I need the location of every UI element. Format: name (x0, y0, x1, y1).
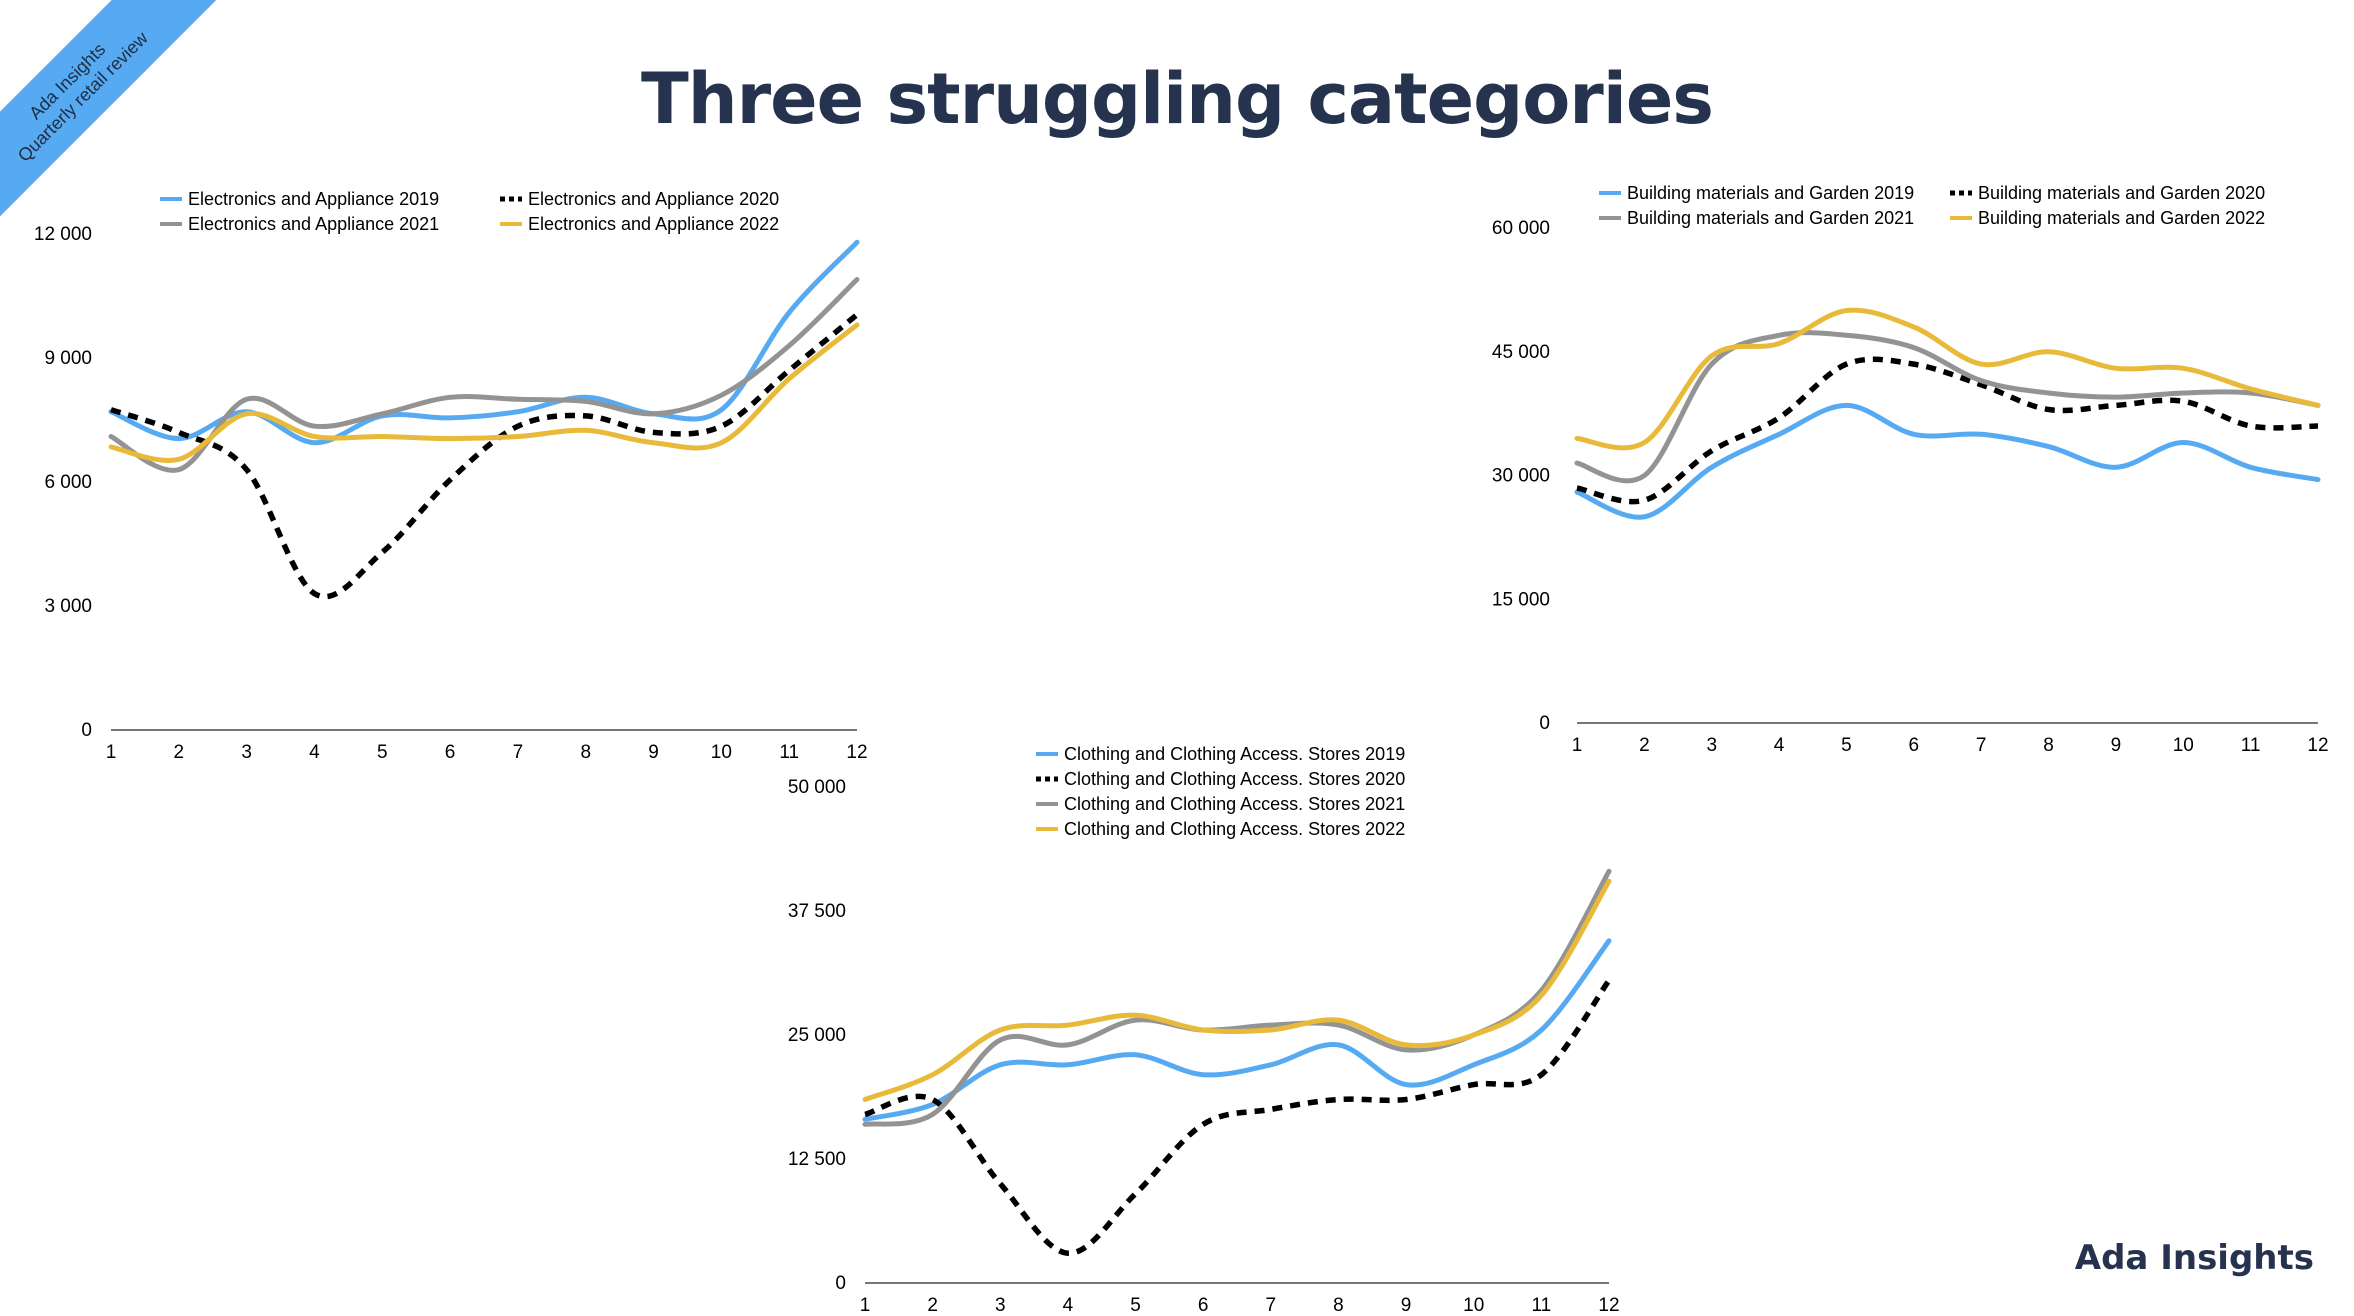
y-tick-label: 50 000 (788, 777, 846, 798)
y-tick-label: 6 000 (44, 472, 92, 493)
y-tick-label: 30 000 (1492, 466, 1550, 487)
series-line (1574, 402, 2321, 520)
x-tick-label: 2 (174, 742, 185, 763)
x-tick-label: 12 (846, 742, 867, 763)
x-tick-label: 3 (241, 742, 252, 763)
legend-label: Electronics and Appliance 2020 (528, 189, 779, 209)
x-tick-label: 4 (1774, 735, 1785, 756)
series-line (1574, 307, 2321, 451)
y-tick-label: 9 000 (44, 348, 92, 369)
series-line (108, 277, 860, 473)
x-tick-label: 8 (2043, 735, 2054, 756)
y-tick-label: 60 000 (1492, 218, 1550, 239)
x-tick-label: 11 (1531, 1295, 1551, 1316)
legend-label: Electronics and Appliance 2021 (188, 214, 439, 234)
x-tick-label: 5 (1841, 735, 1852, 756)
x-tick-label: 10 (1463, 1295, 1484, 1316)
x-tick-label: 5 (1130, 1295, 1141, 1316)
y-tick-label: 12 500 (788, 1149, 846, 1170)
legend-label: Electronics and Appliance 2019 (188, 189, 439, 209)
y-tick-label: 25 000 (788, 1025, 846, 1046)
x-tick-label: 5 (377, 742, 388, 763)
series-line (1574, 330, 2321, 484)
x-tick-label: 1 (860, 1295, 871, 1316)
series-line (110, 312, 859, 600)
legend-label: Building materials and Garden 2021 (1627, 208, 1914, 228)
legend-label: Clothing and Clothing Access. Stores 201… (1064, 744, 1405, 764)
legend-label: Building materials and Garden 2022 (1978, 208, 2265, 228)
y-tick-label: 0 (81, 720, 92, 741)
y-tick-label: 45 000 (1492, 342, 1550, 363)
x-tick-label: 8 (1333, 1295, 1344, 1316)
y-tick-label: 12 000 (34, 224, 92, 245)
x-tick-label: 6 (1909, 735, 1920, 756)
x-tick-label: 9 (648, 742, 659, 763)
x-tick-label: 7 (1266, 1295, 1277, 1316)
legend-label: Clothing and Clothing Access. Stores 202… (1064, 769, 1405, 789)
x-tick-label: 2 (927, 1295, 938, 1316)
y-tick-label: 3 000 (44, 596, 92, 617)
x-tick-label: 8 (580, 742, 591, 763)
x-tick-label: 7 (513, 742, 524, 763)
legend-label: Building materials and Garden 2019 (1627, 183, 1914, 203)
y-tick-label: 15 000 (1492, 589, 1550, 610)
legend-label: Clothing and Clothing Access. Stores 202… (1064, 819, 1405, 839)
x-tick-label: 10 (2173, 735, 2194, 756)
series-line (862, 938, 1612, 1122)
x-tick-label: 10 (711, 742, 732, 763)
x-tick-label: 4 (1063, 1295, 1074, 1316)
x-tick-label: 6 (1198, 1295, 1209, 1316)
x-tick-label: 7 (1976, 735, 1987, 756)
x-tick-label: 12 (1598, 1295, 1619, 1316)
legend-label: Clothing and Clothing Access. Stores 202… (1064, 794, 1405, 814)
x-tick-label: 12 (2307, 735, 2328, 756)
series-line (862, 878, 1612, 1102)
x-tick-label: 3 (1706, 735, 1717, 756)
y-tick-label: 0 (1539, 713, 1550, 734)
y-tick-label: 37 500 (788, 901, 846, 922)
x-tick-label: 9 (2111, 735, 2122, 756)
x-tick-label: 9 (1401, 1295, 1412, 1316)
x-tick-label: 1 (1572, 735, 1583, 756)
x-tick-label: 11 (2241, 735, 2261, 756)
x-tick-label: 4 (309, 742, 320, 763)
x-tick-label: 6 (445, 742, 456, 763)
series-line (108, 322, 860, 463)
y-tick-label: 0 (835, 1273, 846, 1294)
legend-label: Electronics and Appliance 2022 (528, 214, 779, 234)
series-line (864, 978, 1612, 1256)
legend-label: Building materials and Garden 2020 (1978, 183, 2265, 203)
page-title: Three struggling categories (641, 58, 1714, 140)
x-tick-label: 2 (1639, 735, 1650, 756)
x-tick-label: 3 (995, 1295, 1006, 1316)
x-tick-label: 1 (106, 742, 117, 763)
series-line (862, 868, 1612, 1127)
x-tick-label: 11 (779, 742, 799, 763)
brand-logo: Ada Insights (2074, 1238, 2314, 1278)
